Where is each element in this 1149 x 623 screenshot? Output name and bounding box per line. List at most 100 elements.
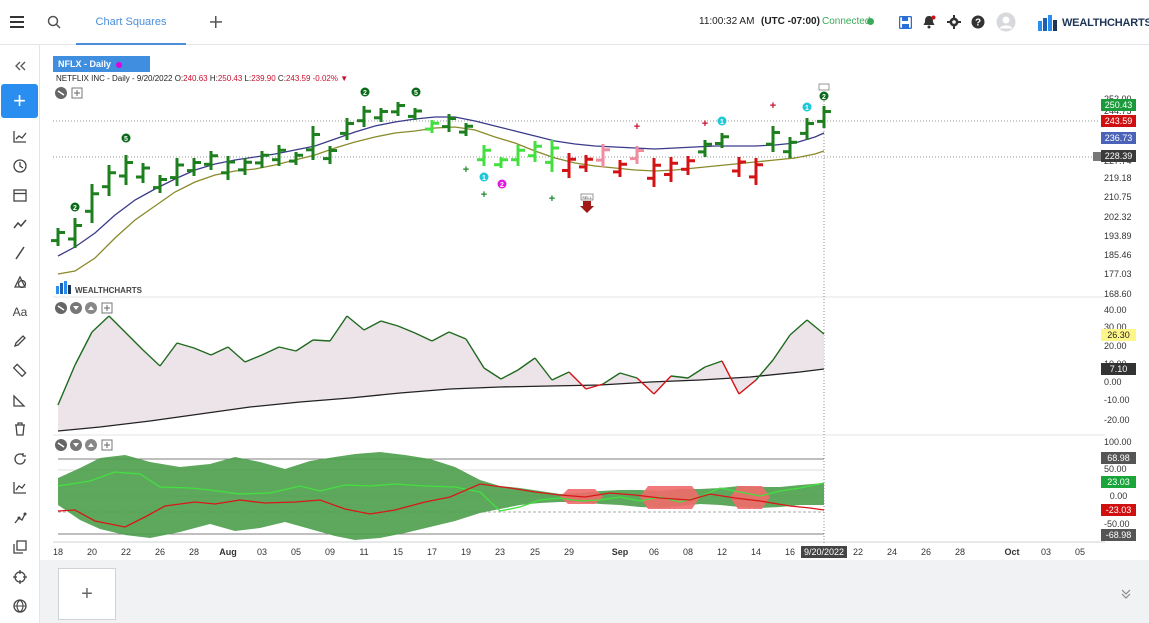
price-bar — [170, 158, 184, 186]
osc2-tag-label: 0.00 — [1110, 491, 1128, 501]
help-icon[interactable]: ? — [967, 11, 989, 33]
date-axis-label: 25 — [530, 547, 540, 557]
osc2-tag: -23.03 — [1101, 504, 1136, 516]
plus-signal: + — [549, 193, 555, 205]
chart-icon[interactable] — [9, 477, 31, 499]
price-bar — [391, 102, 405, 116]
osc1-tag: 7.10 — [1101, 363, 1136, 375]
crosshair-icon[interactable] — [9, 566, 31, 588]
signal-marker — [70, 202, 80, 212]
price-bar — [51, 228, 65, 246]
oscillator-1-segment — [500, 369, 519, 380]
osc2-pane-controls[interactable] — [55, 439, 113, 451]
date-cursor-label: 9/20/2022 — [804, 547, 844, 557]
trash-icon[interactable] — [9, 418, 31, 440]
osc2-axis-label: 100.00 — [1104, 437, 1132, 447]
oscillator-1-segment — [670, 375, 689, 379]
osc2-tag-label: 68.98 — [1107, 453, 1130, 463]
signal-label: 1 — [482, 175, 486, 182]
oscillator-1-segment — [312, 339, 331, 342]
osc1-axis-label: 30.00 — [1104, 322, 1127, 332]
add-tab-icon[interactable] — [205, 11, 227, 33]
osc2-tag: 23.03 — [1101, 476, 1136, 488]
menu-icon[interactable] — [6, 11, 28, 33]
oscillator-1-segment — [738, 379, 757, 395]
ohlc-change: -0.02% — [312, 74, 338, 83]
oscillator-1-segment — [278, 346, 297, 352]
calendar-icon[interactable] — [9, 184, 31, 206]
signal-marker — [411, 87, 421, 97]
oscillator-2-band — [58, 452, 824, 540]
trend-icon[interactable] — [9, 213, 31, 235]
save-icon[interactable] — [894, 11, 916, 33]
date-axis-label: 14 — [751, 547, 761, 557]
oscillator-1-segment — [772, 334, 791, 361]
tab-chart-squares[interactable]: Chart Squares — [76, 0, 186, 45]
symbol-badge[interactable]: NFLX - Daily — [53, 56, 150, 72]
gear-icon[interactable] — [943, 11, 965, 33]
ruler-icon[interactable] — [9, 359, 31, 381]
search-icon[interactable] — [43, 11, 65, 33]
collapse-left-icon[interactable] — [9, 55, 31, 77]
osc1-axis-label: 20.00 — [1104, 341, 1127, 351]
timezone: (UTC -07:00) — [761, 16, 820, 27]
price-bar — [68, 218, 82, 248]
price-axis-label: 193.89 — [1104, 231, 1132, 241]
text-icon[interactable]: Aa — [12, 305, 28, 319]
oscillator-1-line — [57, 315, 825, 406]
price-axis-label: 219.18 — [1104, 173, 1132, 183]
bottom-panel — [40, 560, 1149, 623]
fast-moving-average-line — [57, 116, 825, 257]
avatar[interactable] — [995, 11, 1017, 33]
date-axis-label: 09 — [325, 547, 335, 557]
globe-icon[interactable] — [9, 595, 31, 617]
date-axis-label: 22 — [121, 547, 131, 557]
signal-marker — [717, 116, 727, 126]
oscillator-1-segment — [602, 372, 621, 385]
watermark-text: WEALTHCHARTS — [75, 286, 143, 295]
ohlc-high: 250.43 — [217, 74, 243, 83]
bell-icon[interactable] — [918, 11, 940, 33]
clock-icon[interactable] — [9, 155, 31, 177]
oscillator-1-segment — [636, 377, 655, 395]
plus-signal: + — [634, 121, 640, 133]
oscillator-1-segment — [244, 354, 263, 363]
oscillator-1-segment — [448, 331, 467, 340]
refresh-icon[interactable] — [9, 448, 31, 470]
price-bar — [85, 184, 99, 223]
date-cursor-bg — [801, 546, 847, 558]
ohlc-open: 240.63 — [183, 74, 208, 83]
price-tag-label: 236.73 — [1105, 133, 1133, 143]
line-icon[interactable] — [9, 242, 31, 264]
signal-label: 5 — [124, 136, 128, 143]
date-axis-label: 03 — [1041, 547, 1051, 557]
tab-label: Chart Squares — [95, 15, 167, 28]
osc1-pane-controls[interactable] — [55, 302, 113, 314]
copy-icon[interactable] — [9, 536, 31, 558]
price-bar — [783, 137, 797, 158]
slow-moving-average-line — [57, 126, 825, 275]
price-tag-label: 228.39 — [1105, 151, 1133, 161]
oscillator-1-segment — [74, 331, 93, 366]
shapes-icon[interactable] — [9, 271, 31, 293]
scatter-icon[interactable] — [9, 507, 31, 529]
osc2-tag-bg — [1101, 529, 1136, 541]
add-icon[interactable]: + — [1, 84, 38, 118]
expand-down-icon[interactable] — [1120, 588, 1138, 606]
add-panel-button[interactable]: + — [58, 568, 116, 620]
date-axis-label: 03 — [257, 547, 267, 557]
connection-status: Connected — [822, 16, 871, 27]
date-axis-label: Sep — [612, 547, 629, 557]
osc1-tag-bg — [1101, 329, 1136, 341]
oscillator-1-segment — [806, 319, 825, 335]
chart-watermark: WEALTHCHARTS — [56, 281, 143, 295]
indicator-icon[interactable] — [9, 126, 31, 148]
price-pane-controls[interactable] — [55, 87, 83, 99]
price-bar — [425, 120, 439, 133]
measure-icon[interactable] — [9, 389, 31, 411]
svg-text:?: ? — [975, 18, 981, 29]
pencil-icon[interactable] — [9, 330, 31, 352]
osc2-tag-label: 23.03 — [1107, 477, 1130, 487]
signal-label: 1 — [720, 119, 724, 126]
